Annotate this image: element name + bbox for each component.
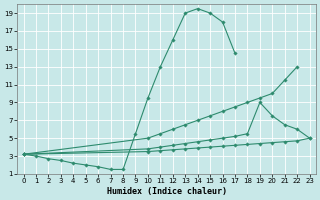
- X-axis label: Humidex (Indice chaleur): Humidex (Indice chaleur): [107, 187, 227, 196]
